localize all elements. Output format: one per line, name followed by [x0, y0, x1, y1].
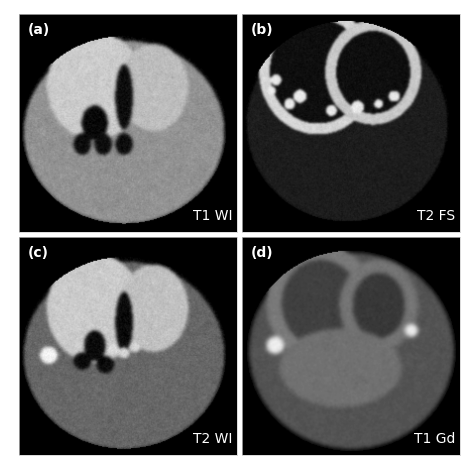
Text: T1 Gd: T1 Gd	[414, 432, 456, 447]
Text: T2 FS: T2 FS	[417, 209, 456, 223]
Text: (a): (a)	[27, 23, 50, 37]
Text: T1 WI: T1 WI	[193, 209, 232, 223]
Text: (d): (d)	[251, 246, 273, 260]
Text: (b): (b)	[251, 23, 273, 37]
Text: T2 WI: T2 WI	[193, 432, 232, 447]
Text: (c): (c)	[27, 246, 49, 260]
